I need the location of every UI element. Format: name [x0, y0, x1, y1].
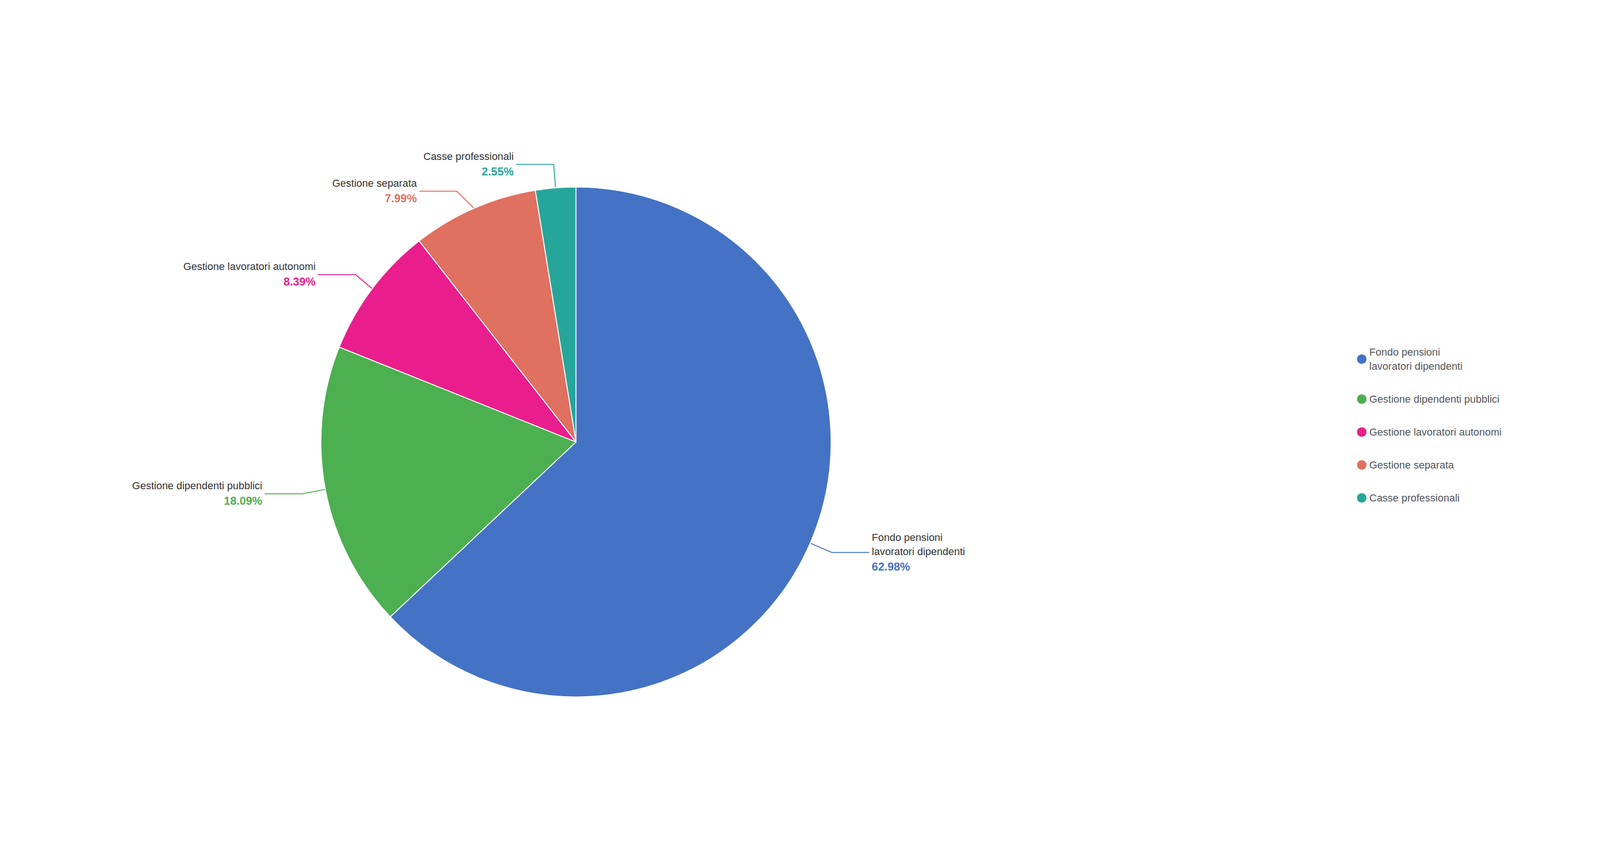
svg-text:Gestione separata: Gestione separata: [332, 177, 418, 190]
svg-text:7.99%: 7.99%: [384, 192, 417, 205]
svg-text:18.09%: 18.09%: [224, 494, 263, 508]
svg-text:Gestione lavoratori autonomi: Gestione lavoratori autonomi: [183, 260, 316, 273]
svg-text:Fondo pensioni: Fondo pensioni: [872, 531, 943, 544]
svg-text:Gestione dipendenti pubblici: Gestione dipendenti pubblici: [1369, 393, 1500, 406]
svg-text:Gestione dipendenti pubblici: Gestione dipendenti pubblici: [132, 480, 263, 492]
svg-text:Fondo pensioni: Fondo pensioni: [1369, 346, 1440, 359]
svg-text:2.55%: 2.55%: [481, 165, 514, 178]
svg-text:Casse professionali: Casse professionali: [1369, 492, 1460, 504]
svg-text:lavoratori dipendenti: lavoratori dipendenti: [872, 545, 966, 558]
svg-text:Casse professionali: Casse professionali: [423, 150, 514, 163]
svg-text:Gestione separata: Gestione separata: [1369, 459, 1455, 472]
svg-text:lavoratori dipendenti: lavoratori dipendenti: [1369, 360, 1463, 373]
svg-text:Gestione lavoratori autonomi: Gestione lavoratori autonomi: [1369, 426, 1502, 439]
svg-text:8.39%: 8.39%: [283, 275, 316, 288]
svg-text:62.98%: 62.98%: [872, 560, 911, 574]
